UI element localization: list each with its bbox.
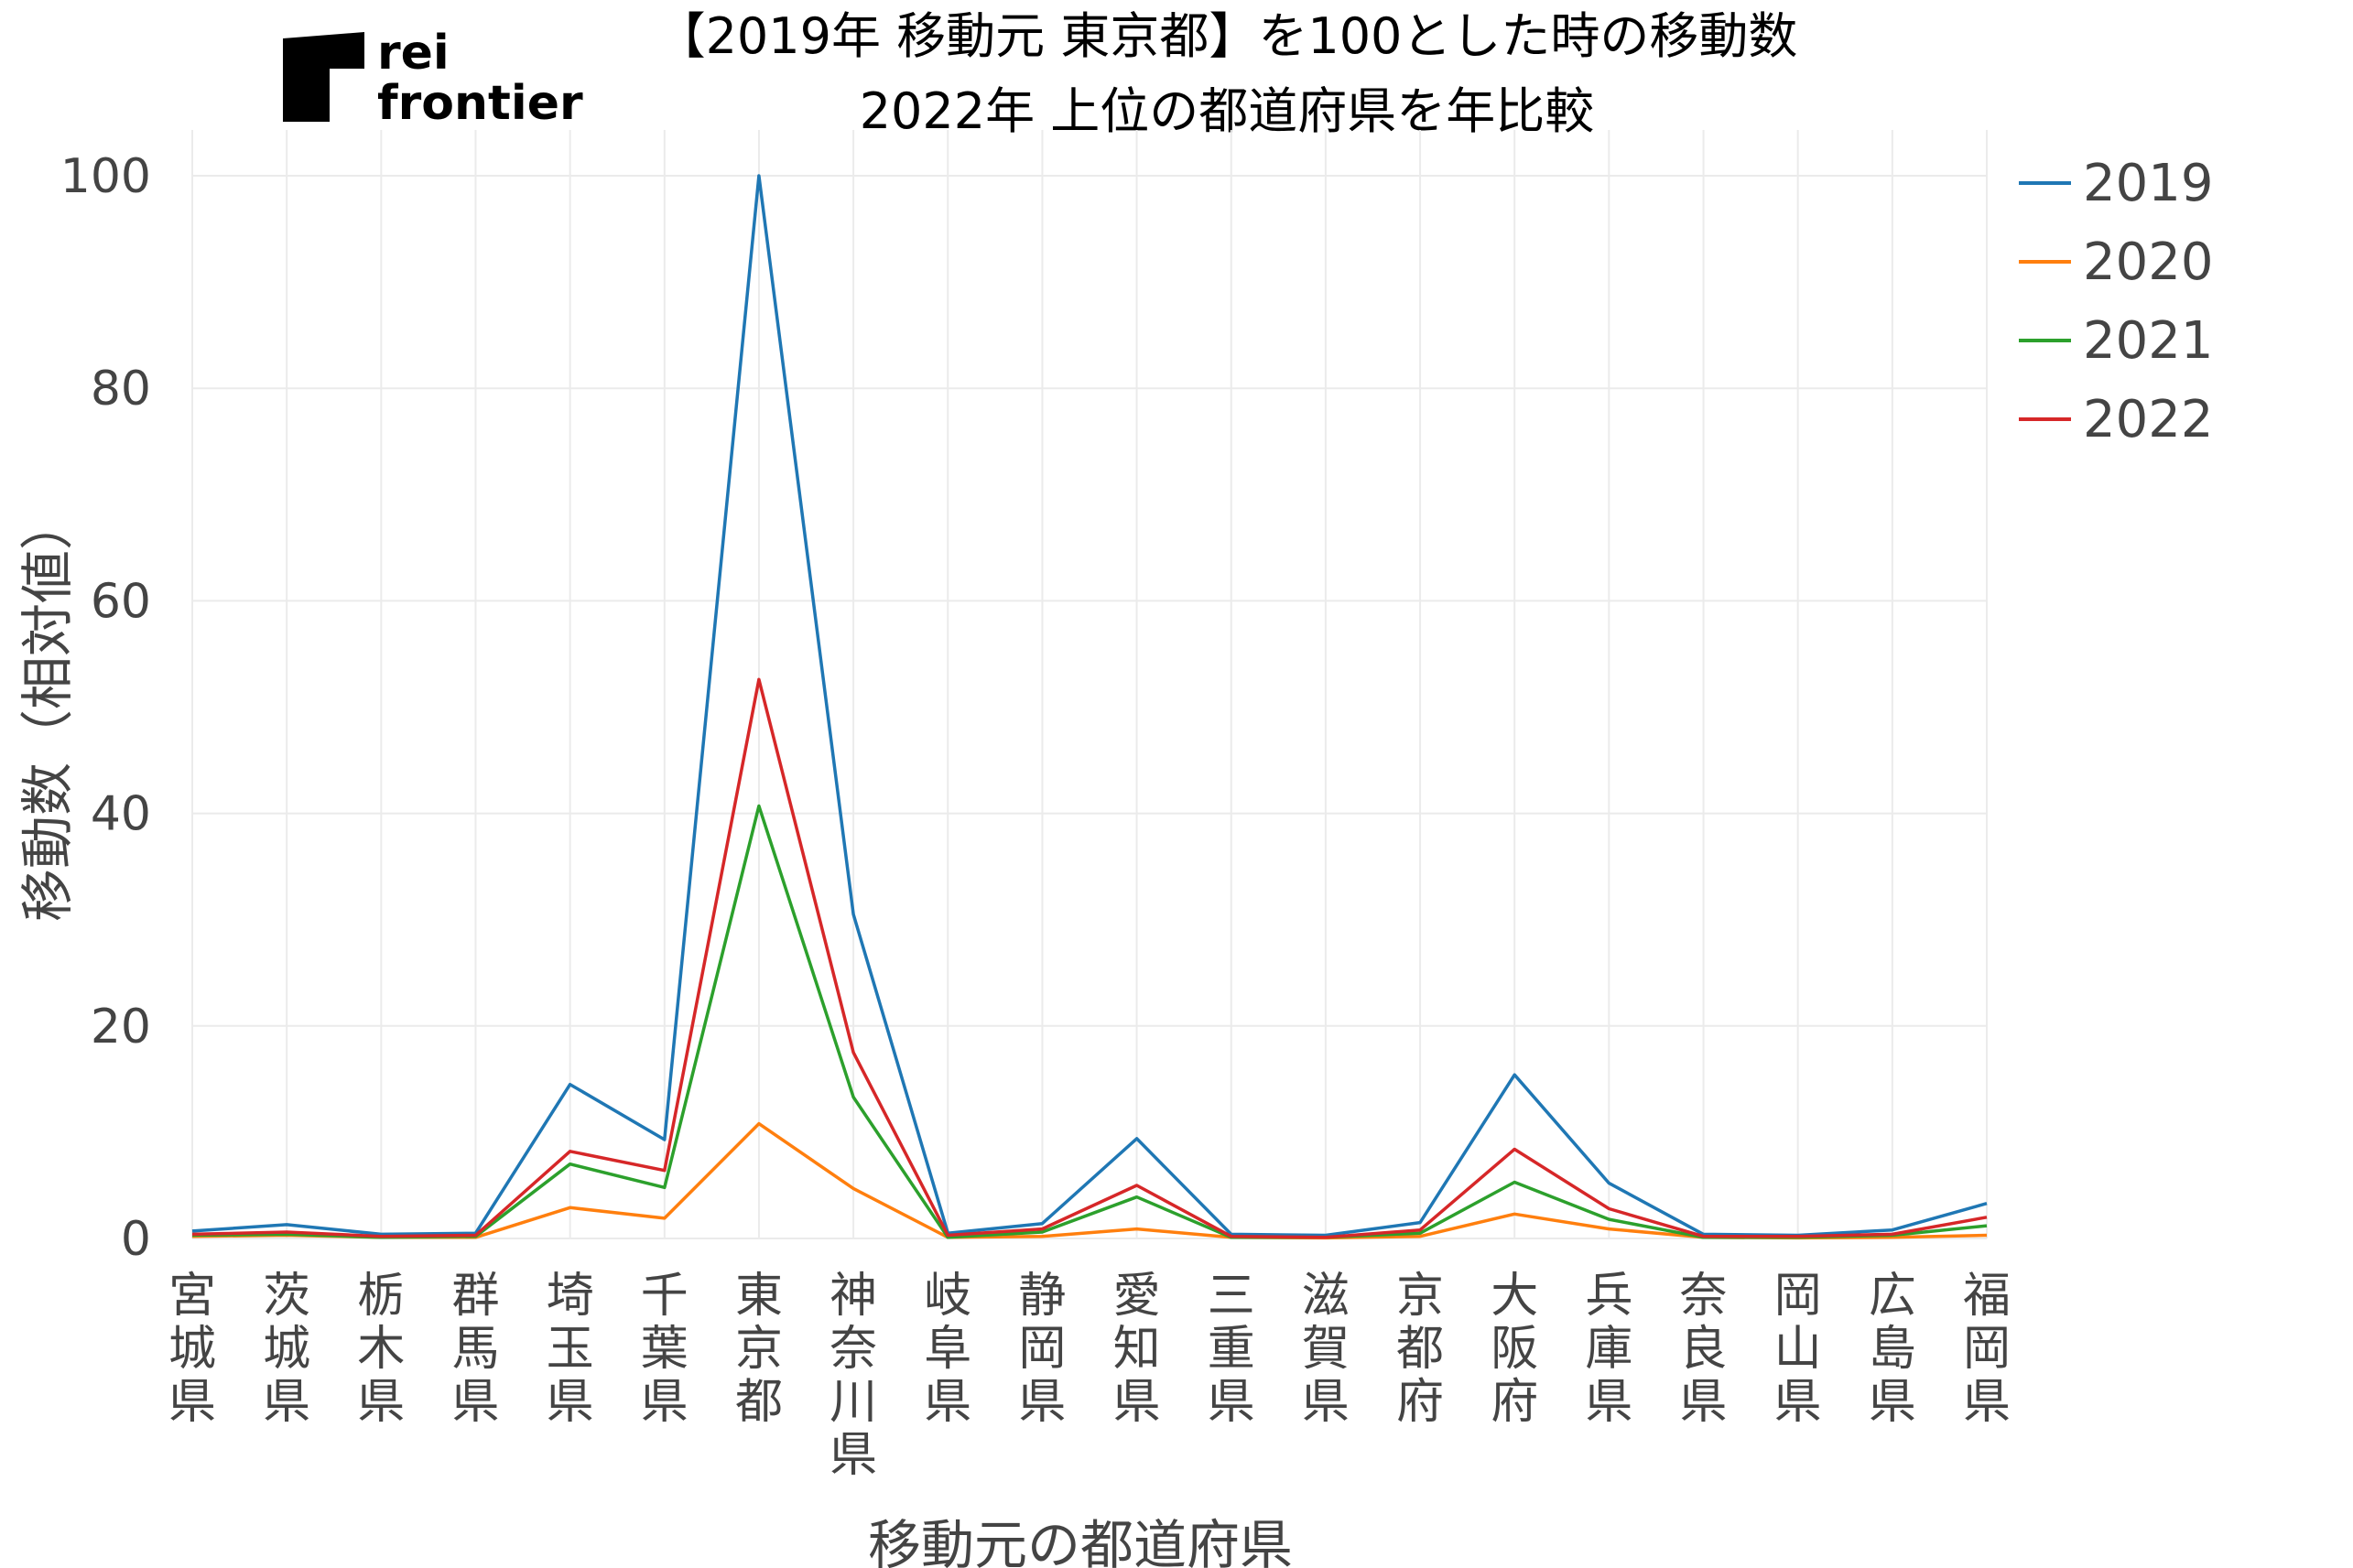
x-tick-label: 東京都	[735, 1269, 783, 1430]
logo-text-line2: frontier	[377, 76, 583, 131]
x-tick-label: 静岡県	[1018, 1269, 1066, 1430]
x-tick-label: 神奈川県	[830, 1269, 877, 1483]
y-axis-title: 移動数（相対値）	[16, 497, 79, 922]
x-tick-label: 岡山県	[1774, 1269, 1822, 1430]
legend-label-2022: 2022	[2083, 390, 2214, 449]
series-line-2021	[191, 804, 1988, 1239]
x-tick-label: 茨城県	[263, 1269, 310, 1430]
x-tick-label: 岐阜県	[924, 1269, 971, 1430]
y-gridlines	[192, 175, 1987, 1239]
x-tick-label: 栃木県	[357, 1269, 405, 1430]
x-tick-label: 三重県	[1208, 1269, 1255, 1430]
legend-label-2021: 2021	[2083, 311, 2214, 371]
x-tick-label: 兵庫県	[1585, 1269, 1632, 1430]
legend: 2019 2020 2021 2022	[2019, 154, 2214, 449]
y-tick-label: 80	[91, 362, 151, 416]
logo-text-line1: rei	[377, 26, 450, 81]
legend-label-2019: 2019	[2083, 154, 2214, 213]
y-tick-label: 100	[60, 149, 151, 204]
chart-subtitle: 2022年 上位の都道府県を年比較	[860, 82, 1595, 140]
rei-frontier-logo: rei frontier	[283, 26, 583, 131]
x-tick-label: 宮城県	[168, 1269, 216, 1430]
y-tick-labels: 0 20 40 60 80 100	[60, 149, 151, 1267]
x-tick-label: 愛知県	[1113, 1269, 1161, 1430]
x-tick-label: 滋賀県	[1302, 1269, 1350, 1430]
logo-mark	[283, 32, 364, 122]
x-tick-label: 千葉県	[641, 1269, 689, 1430]
series-lines	[191, 174, 1988, 1240]
series-line-2019	[191, 174, 1988, 1238]
y-tick-label: 60	[91, 574, 151, 629]
x-tick-label: 群馬県	[451, 1269, 499, 1430]
x-gridlines	[191, 130, 1988, 1238]
chart-title: 【2019年 移動元 東京都】を100とした時の移動数	[656, 7, 1798, 65]
x-tick-label: 奈良県	[1680, 1269, 1728, 1430]
legend-label-2020: 2020	[2083, 232, 2214, 292]
x-tick-label: 京都府	[1396, 1269, 1444, 1430]
x-axis-title: 移動元の都道府県	[868, 1514, 1293, 1568]
y-tick-label: 40	[91, 787, 151, 842]
y-tick-label: 20	[91, 1000, 151, 1054]
x-tick-label: 埼玉県	[547, 1269, 594, 1430]
x-tick-label: 福岡県	[1963, 1269, 2011, 1430]
y-tick-label: 0	[121, 1212, 151, 1267]
x-tick-label: 大阪府	[1491, 1269, 1538, 1430]
series-line-2022	[191, 677, 1988, 1239]
x-tick-label: 広島県	[1869, 1269, 1916, 1430]
